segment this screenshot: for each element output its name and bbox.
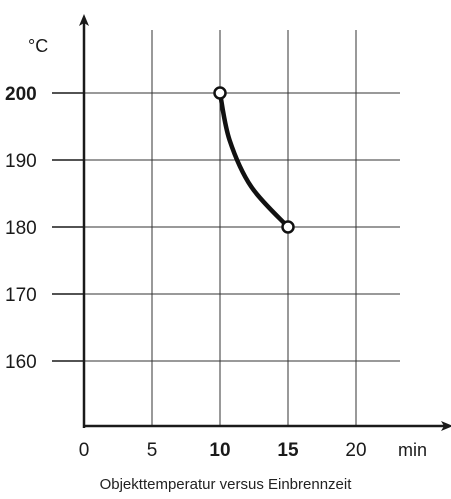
series-line: [217, 90, 291, 230]
y-tick-label: 180: [5, 218, 37, 239]
x-tick-label: 0: [79, 440, 90, 461]
chart-caption: Objekttemperatur versus Einbrennzeit: [99, 476, 352, 493]
x-tick-label: 10: [209, 440, 230, 461]
ticks: [52, 92, 84, 362]
x-tick-label: 20: [345, 440, 366, 461]
tick-labels: 0 5 10 15 20 160 170 180 190 200: [5, 84, 367, 461]
y-tick-label: 190: [5, 151, 37, 172]
series: [213, 86, 295, 234]
y-tick-label: 160: [5, 352, 37, 373]
data-point: [281, 220, 295, 234]
y-tick-label: 170: [5, 285, 37, 306]
axes: [79, 14, 451, 431]
grid: [84, 30, 400, 426]
y-unit-label: °C: [28, 36, 48, 56]
data-point: [213, 86, 227, 100]
y-tick-label: 200: [5, 84, 37, 105]
x-tick-label: 15: [277, 440, 299, 461]
x-unit-label: min: [398, 440, 427, 460]
x-tick-label: 5: [147, 440, 158, 461]
